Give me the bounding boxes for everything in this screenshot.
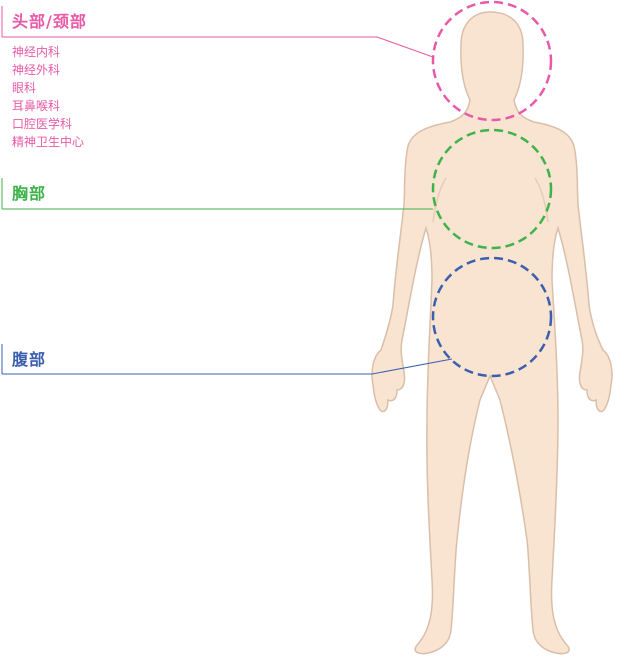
- chest-zone[interactable]: [431, 128, 553, 250]
- department-link[interactable]: 神经内科: [12, 45, 61, 59]
- abdomen-title[interactable]: 腹部: [12, 350, 47, 369]
- department-link[interactable]: 口腔医学科: [12, 117, 73, 131]
- shoulder-contour: [534, 177, 549, 223]
- department-link[interactable]: 耳鼻喉科: [12, 99, 61, 113]
- department-link[interactable]: 神经外科: [12, 63, 61, 77]
- body-outline: [371, 11, 613, 655]
- head-neck-title[interactable]: 头部/颈部: [12, 12, 87, 31]
- shoulder-contour: [432, 177, 447, 223]
- head-neck-zone[interactable]: [431, 0, 553, 122]
- department-link[interactable]: 眼科: [12, 81, 37, 95]
- head-department-list: 神经内科 神经外科 眼科 耳鼻喉科 口腔医学科 精神卫生中心: [12, 43, 84, 151]
- department-link[interactable]: 精神卫生中心: [12, 135, 85, 149]
- chest-title[interactable]: 胸部: [12, 184, 47, 203]
- abdomen-leader-line: [2, 358, 453, 375]
- leader-lines: [1, 6, 453, 375]
- abdomen-zone[interactable]: [431, 256, 553, 378]
- head-leader-line: [2, 36, 434, 58]
- body-silhouette: [371, 11, 613, 655]
